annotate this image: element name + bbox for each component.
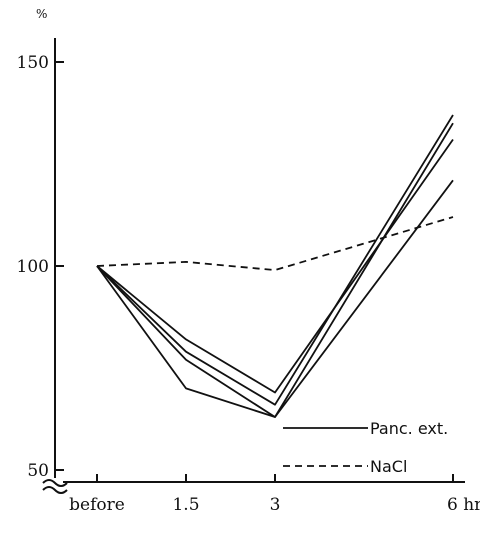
x-tick-label: 6 hrs. — [447, 495, 480, 515]
y-ticks: 50 100 150 — [17, 53, 64, 481]
axis-break-mark-lower — [42, 486, 68, 494]
axis-break-mask — [41, 478, 63, 488]
series-line-panc-ext-1 — [96, 179, 454, 418]
series-line-panc-ext-3 — [96, 138, 454, 394]
x-tick-label: 1.5 — [172, 495, 199, 515]
x-ticks: before 1.5 3 6 hrs. — [69, 474, 480, 515]
y-tick-label: 50 — [27, 461, 49, 481]
series-line-panc-ext-2 — [96, 122, 454, 418]
series-line-nacl — [96, 216, 454, 271]
series-layer — [96, 114, 454, 418]
legend-label: Panc. ext. — [370, 419, 448, 438]
axis-break-mark-upper — [42, 479, 68, 487]
y-tick-label: 150 — [17, 53, 49, 73]
series-line-panc-ext-4 — [96, 114, 454, 406]
x-tick-label: 3 — [270, 495, 281, 515]
legend-label: NaCl — [370, 457, 407, 476]
x-tick-label: before — [69, 495, 125, 515]
axes — [41, 38, 465, 494]
y-unit-label: % — [36, 7, 47, 21]
legend: Panc. ext. NaCl — [283, 419, 448, 476]
y-tick-label: 100 — [17, 257, 49, 277]
